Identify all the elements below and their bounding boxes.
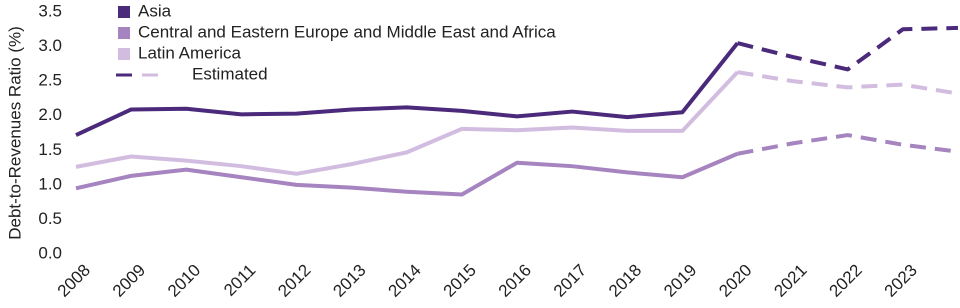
legend-label: Asia <box>138 1 172 20</box>
series-line <box>75 41 740 137</box>
y-tick-label: 1.5 <box>38 140 62 159</box>
x-tick-label: 2022 <box>826 261 866 301</box>
y-tick-label: 3.0 <box>38 36 62 55</box>
x-tick-label: 2009 <box>109 261 149 301</box>
estimated-line <box>737 133 959 156</box>
x-tick-label: 2015 <box>440 261 480 301</box>
legend-swatch <box>118 6 130 18</box>
x-tick-label: 2008 <box>54 261 94 301</box>
x-tick-label: 2023 <box>881 261 921 301</box>
y-tick-label: 0.0 <box>38 243 62 262</box>
x-tick-label: 2010 <box>164 261 204 301</box>
x-tick-label: 2021 <box>770 261 810 301</box>
series-line <box>75 70 739 176</box>
legend-swatch <box>118 48 130 60</box>
y-tick-label: 2.0 <box>38 105 62 124</box>
y-axis-title: Debt-to-Revenues Ratio (%) <box>5 26 24 240</box>
y-tick-label: 0.5 <box>38 209 62 228</box>
x-tick-label: 2017 <box>550 261 590 301</box>
y-tick-label: 2.5 <box>38 71 62 90</box>
x-tick-label: 2014 <box>385 261 425 301</box>
x-tick-label: 2011 <box>220 261 259 300</box>
x-tick-label: 2012 <box>274 261 314 301</box>
x-tick-label: 2018 <box>605 261 645 301</box>
x-tick-label: 2019 <box>660 261 700 301</box>
x-tick-label: 2020 <box>715 261 755 301</box>
legend-label: Central and Eastern Europe and Middle Ea… <box>138 22 556 41</box>
estimated-line <box>737 25 959 72</box>
series-line <box>75 151 739 197</box>
legend-label: Estimated <box>192 64 268 83</box>
legend-swatch <box>118 27 130 39</box>
y-tick-label: 1.0 <box>38 174 62 193</box>
x-tick-label: 2016 <box>495 261 535 301</box>
x-tick-label: 2013 <box>329 261 369 301</box>
estimated-line <box>737 70 959 96</box>
y-tick-label: 3.5 <box>38 1 62 20</box>
legend-label: Latin America <box>138 43 242 62</box>
